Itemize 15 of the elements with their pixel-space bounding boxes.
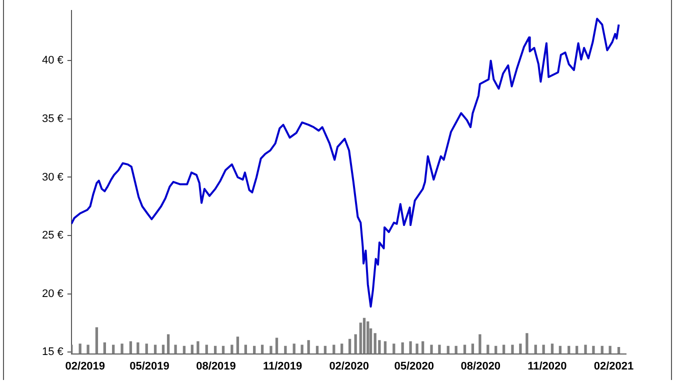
x-tick-label: 02/2019 [65,360,106,372]
y-tick-label: 20 € [42,288,64,300]
x-tick-label: 11/2019 [262,360,302,372]
x-tick-label: 05/2020 [394,360,434,372]
y-tick-label: 25 € [42,230,64,242]
y-tick-label: 30 € [42,171,64,184]
x-tick-label: 08/2020 [460,360,501,372]
x-tick-label: 05/2019 [130,360,170,372]
x-tick-label: 08/2019 [196,360,236,372]
x-tick-label: 11/2020 [528,360,567,372]
y-tick-label: 40 € [42,54,64,67]
y-tick-label: 15 € [42,346,64,358]
x-tick-label: 02/2021 [594,360,634,372]
y-tick-label: 35 € [42,113,64,126]
x-tick-label: 02/2020 [329,360,369,372]
